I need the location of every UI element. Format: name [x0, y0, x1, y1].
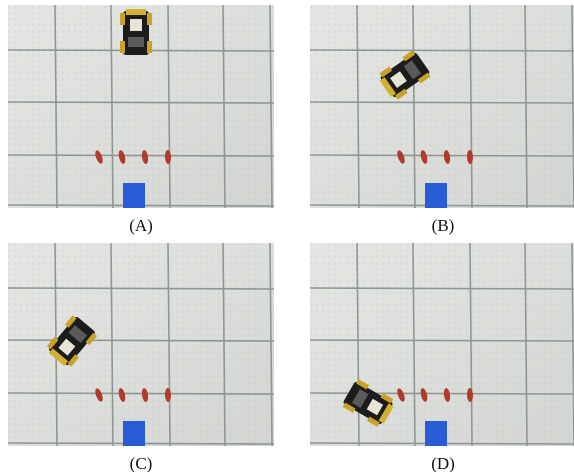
- floor-texture: [310, 243, 574, 446]
- tile-seam: [7, 154, 275, 157]
- tile-seam: [167, 4, 171, 209]
- goal-box: [123, 183, 145, 208]
- peg: [420, 388, 428, 402]
- goal-box: [123, 421, 145, 446]
- peg: [164, 388, 172, 402]
- tile-seam: [110, 4, 114, 209]
- tile-seam: [309, 101, 574, 104]
- goal-box: [425, 421, 447, 446]
- peg: [118, 388, 126, 402]
- floor-texture: [310, 5, 574, 208]
- tile-seam: [7, 101, 275, 104]
- tile-seam: [7, 287, 275, 290]
- tile-seam: [309, 339, 574, 342]
- tile-seam: [7, 392, 275, 395]
- tile-seam: [412, 4, 416, 209]
- tile-seam: [167, 242, 171, 447]
- tile-seam: [309, 287, 574, 290]
- photo: [309, 4, 574, 209]
- peg: [141, 388, 149, 402]
- tile-seam: [524, 4, 528, 209]
- peg: [397, 388, 405, 402]
- peg: [466, 388, 474, 402]
- tile-seam: [469, 4, 473, 209]
- peg: [420, 150, 428, 164]
- tile-seam: [309, 49, 574, 52]
- tile-seam: [469, 242, 473, 447]
- peg: [443, 150, 451, 164]
- tile-seam: [356, 4, 360, 209]
- peg: [141, 150, 149, 164]
- tile-seam: [7, 339, 275, 342]
- panel-label: (B): [432, 216, 455, 235]
- tile-seam: [412, 242, 416, 447]
- goal-box: [425, 183, 447, 208]
- peg: [95, 150, 103, 164]
- tile-seam: [110, 242, 114, 447]
- tile-seam: [269, 4, 273, 209]
- peg: [95, 388, 103, 402]
- robot: [120, 9, 152, 55]
- tile-seam: [524, 242, 528, 447]
- photo: [7, 4, 275, 209]
- peg: [443, 388, 451, 402]
- tile-seam: [309, 154, 574, 157]
- tile-seam: [222, 4, 226, 209]
- panel-label: (D): [431, 454, 455, 472]
- tile-seam: [54, 4, 58, 209]
- photo: [309, 242, 574, 447]
- tile-seam: [269, 242, 273, 447]
- panel-label: (A): [129, 216, 153, 235]
- peg: [118, 150, 126, 164]
- peg: [466, 150, 474, 164]
- panel-label: (C): [130, 454, 153, 472]
- peg: [164, 150, 172, 164]
- tile-seam: [222, 242, 226, 447]
- peg: [397, 150, 405, 164]
- floor-texture: [8, 243, 274, 446]
- photo: [7, 242, 275, 447]
